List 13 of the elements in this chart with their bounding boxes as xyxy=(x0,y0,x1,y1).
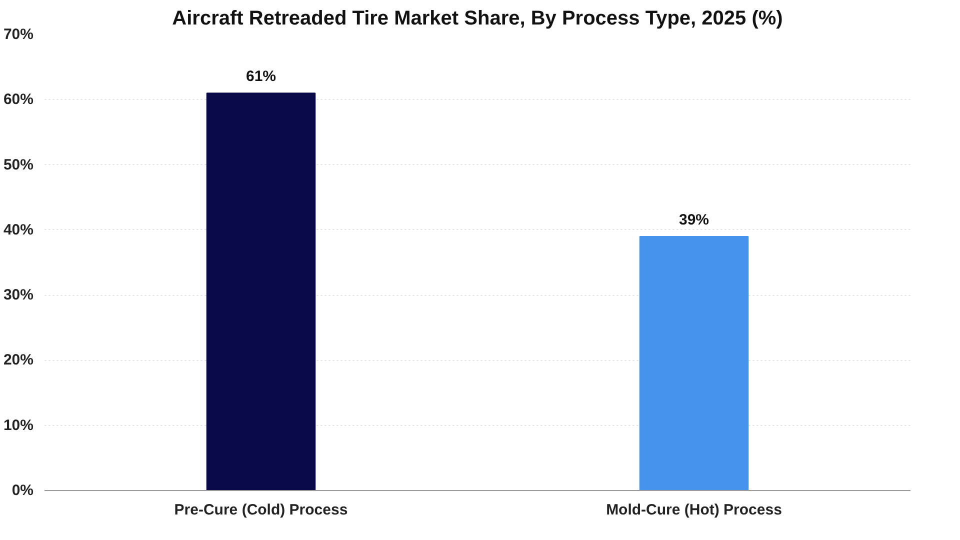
y-tick-label: 40% xyxy=(3,221,34,238)
y-tick-label: 20% xyxy=(3,352,34,369)
y-tick-label: 10% xyxy=(3,416,34,434)
y-tick-label: 70% xyxy=(3,26,34,43)
data-label: 61% xyxy=(246,68,276,86)
data-label: 39% xyxy=(678,211,710,228)
y-tick-label: 30% xyxy=(3,286,34,304)
x-tick-label: Pre-Cure (Cold) Process xyxy=(174,502,348,518)
y-tick-label: 0% xyxy=(12,482,34,499)
y-tick-label: 60% xyxy=(3,91,34,108)
x-tick-label: Mold-Cure (Hot) Process xyxy=(606,502,782,518)
y-tick-label: 50% xyxy=(3,156,34,174)
chart-title: Aircraft Retreaded Tire Market Share, By Process Type, 2025 (%) xyxy=(172,8,783,30)
